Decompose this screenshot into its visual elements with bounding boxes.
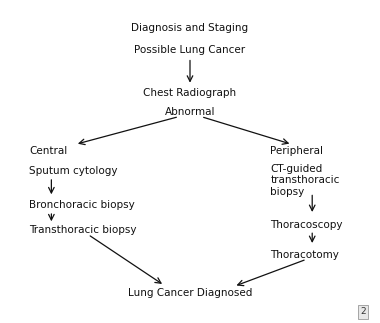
Text: Sputum cytology: Sputum cytology: [30, 166, 118, 176]
Text: Transthoracic biopsy: Transthoracic biopsy: [30, 225, 137, 235]
Text: 2: 2: [361, 307, 366, 317]
Text: Abnormal: Abnormal: [165, 107, 215, 117]
Text: Bronchoracic biopsy: Bronchoracic biopsy: [30, 200, 135, 210]
Text: Peripheral: Peripheral: [270, 146, 323, 156]
Text: Lung Cancer Diagnosed: Lung Cancer Diagnosed: [128, 288, 252, 298]
Text: CT-guided
transthoracic
biopsy: CT-guided transthoracic biopsy: [270, 163, 340, 197]
Text: Central: Central: [30, 146, 68, 156]
Text: Thoracoscopy: Thoracoscopy: [270, 220, 343, 230]
Text: Chest Radiograph: Chest Radiograph: [143, 88, 237, 98]
Text: Possible Lung Cancer: Possible Lung Cancer: [135, 45, 245, 55]
Text: Diagnosis and Staging: Diagnosis and Staging: [131, 23, 249, 33]
Text: Thoracotomy: Thoracotomy: [270, 250, 339, 259]
